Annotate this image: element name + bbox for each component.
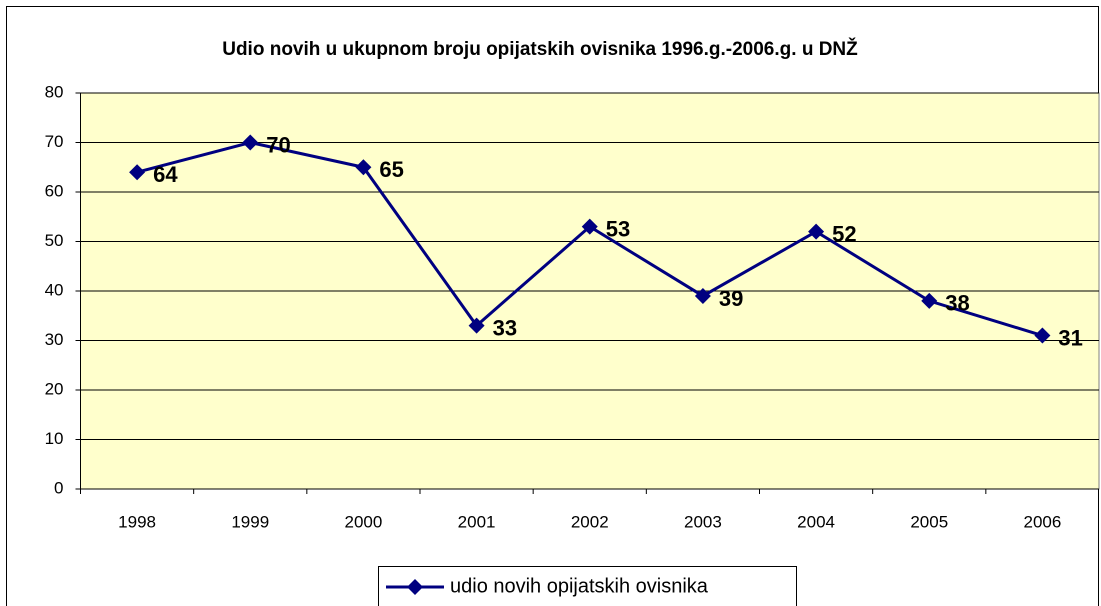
- x-tick-label: 2006: [1024, 512, 1062, 531]
- x-tick-label: 2002: [571, 512, 609, 531]
- data-point: [355, 159, 372, 176]
- x-tick-label: 2001: [458, 512, 496, 531]
- data-label: 52: [832, 221, 856, 246]
- x-tick-label: 2004: [797, 512, 835, 531]
- legend-label: udio novih opijatskih ovisnika: [450, 575, 709, 597]
- data-point: [1034, 327, 1051, 344]
- y-tick-label: 30: [45, 330, 64, 349]
- data-label: 31: [1058, 325, 1082, 350]
- data-label: 70: [266, 132, 290, 157]
- x-tick-label: 2000: [345, 512, 383, 531]
- y-tick-label: 10: [45, 429, 64, 448]
- x-tick-label: 2005: [910, 512, 948, 531]
- data-point: [921, 292, 938, 309]
- data-label: 38: [945, 291, 969, 316]
- y-tick-label: 80: [45, 82, 64, 101]
- data-point: [129, 164, 146, 181]
- x-tick-label: 2003: [684, 512, 722, 531]
- chart-title: Udio novih u ukupnom broju opijatskih ov…: [222, 38, 858, 60]
- data-label: 64: [153, 162, 178, 187]
- data-point: [581, 218, 598, 235]
- y-tick-label: 40: [45, 280, 64, 299]
- data-point: [694, 287, 711, 304]
- data-label: 33: [493, 315, 517, 340]
- data-point: [808, 223, 825, 240]
- data-label: 65: [379, 157, 403, 182]
- y-tick-label: 50: [45, 231, 64, 250]
- data-label: 53: [606, 216, 630, 241]
- data-point: [242, 134, 259, 151]
- legend-marker: [407, 579, 423, 595]
- data-label: 39: [719, 286, 743, 311]
- y-tick-label: 60: [45, 181, 64, 200]
- x-tick-label: 1999: [231, 512, 269, 531]
- data-point: [468, 317, 485, 334]
- x-tick-label: 1998: [118, 512, 156, 531]
- legend-box: [378, 566, 797, 606]
- y-tick-label: 20: [45, 379, 64, 398]
- y-tick-label: 0: [54, 478, 63, 497]
- y-tick-label: 70: [45, 132, 64, 151]
